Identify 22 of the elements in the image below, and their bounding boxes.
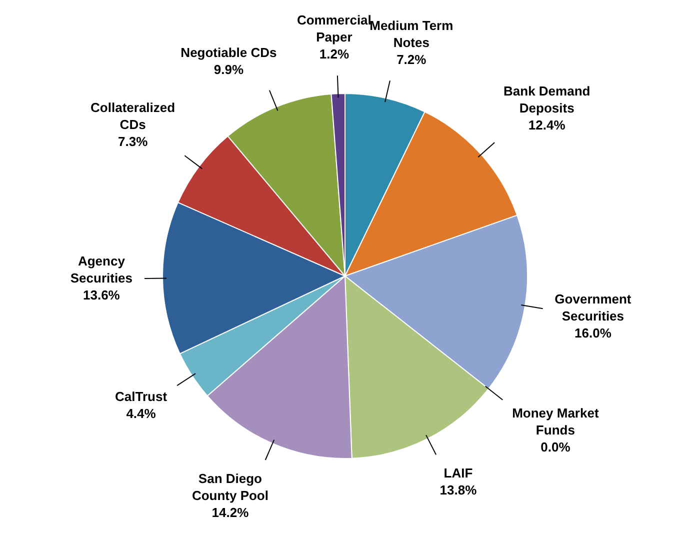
data-label: 7.3% [118, 134, 148, 150]
slice-label: Collateralized CDs [90, 100, 176, 132]
text: 0.0% [540, 440, 570, 455]
slice-label: LAIF [444, 465, 473, 480]
slice-label: Medium Term Notes [370, 18, 454, 50]
data-label: 13.6% [83, 288, 120, 303]
slice-label: CalTrust [115, 389, 168, 404]
data-label: 12.4% [528, 118, 566, 133]
slice-label: San Diego County Pool [192, 471, 268, 504]
data-label: 13.8% [440, 482, 478, 498]
data-label: 7.2% [396, 52, 427, 67]
slice-label: Commercial Paper [296, 12, 372, 45]
data-label: 1.2% [319, 46, 350, 62]
data-label: 16.0% [574, 325, 612, 340]
data-label: 9.9% [214, 62, 244, 78]
data-label: 4.4% [126, 406, 156, 422]
slice-label: Negotiable CDs [180, 45, 277, 60]
data-label: 14.2% [212, 505, 250, 520]
slice-label: Agency Securities [70, 254, 133, 286]
slice-label: Government Securities [554, 291, 632, 324]
category-label: Money Market Funds [512, 406, 599, 438]
slice-label: Bank Demand Deposits [504, 84, 590, 116]
